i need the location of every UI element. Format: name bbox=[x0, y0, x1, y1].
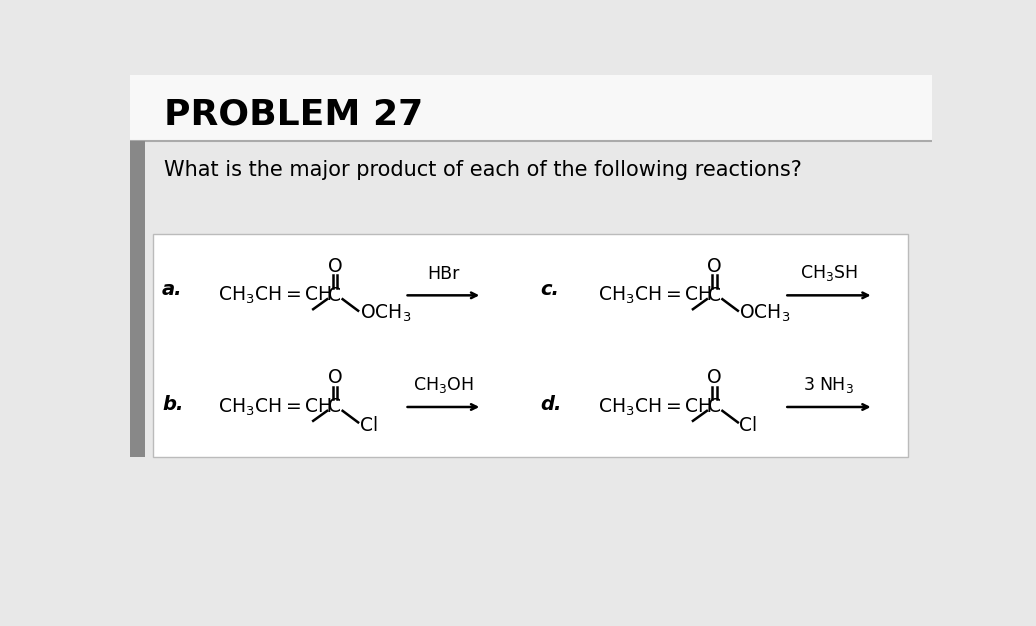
Text: C: C bbox=[709, 286, 721, 305]
Text: CH$_3$CH$=$CH: CH$_3$CH$=$CH bbox=[598, 285, 712, 306]
Text: Cl: Cl bbox=[359, 416, 378, 435]
Text: O: O bbox=[327, 368, 342, 387]
Text: C: C bbox=[328, 286, 342, 305]
Text: 3 NH$_3$: 3 NH$_3$ bbox=[804, 375, 855, 394]
Text: CH$_3$CH$=$CH: CH$_3$CH$=$CH bbox=[218, 285, 332, 306]
Text: CH$_3$CH$=$CH: CH$_3$CH$=$CH bbox=[218, 396, 332, 418]
FancyBboxPatch shape bbox=[152, 233, 909, 457]
Bar bbox=[130, 141, 145, 457]
Text: What is the major product of each of the following reactions?: What is the major product of each of the… bbox=[165, 160, 802, 180]
Text: HBr: HBr bbox=[427, 265, 460, 283]
Bar bbox=[130, 75, 932, 141]
Text: O: O bbox=[327, 257, 342, 275]
Text: Cl: Cl bbox=[740, 416, 757, 435]
Text: CH$_3$SH: CH$_3$SH bbox=[800, 263, 858, 283]
Text: PROBLEM 27: PROBLEM 27 bbox=[165, 98, 424, 131]
Text: O: O bbox=[708, 368, 722, 387]
Text: O: O bbox=[708, 257, 722, 275]
Text: CH$_3$CH$=$CH: CH$_3$CH$=$CH bbox=[598, 396, 712, 418]
Text: C: C bbox=[328, 398, 342, 416]
Text: c.: c. bbox=[540, 280, 559, 299]
Text: CH$_3$OH: CH$_3$OH bbox=[413, 375, 473, 394]
Text: b.: b. bbox=[162, 395, 183, 414]
Text: OCH$_3$: OCH$_3$ bbox=[359, 303, 411, 324]
Text: C: C bbox=[709, 398, 721, 416]
Text: a.: a. bbox=[162, 280, 182, 299]
Text: OCH$_3$: OCH$_3$ bbox=[740, 303, 790, 324]
Text: d.: d. bbox=[540, 395, 562, 414]
